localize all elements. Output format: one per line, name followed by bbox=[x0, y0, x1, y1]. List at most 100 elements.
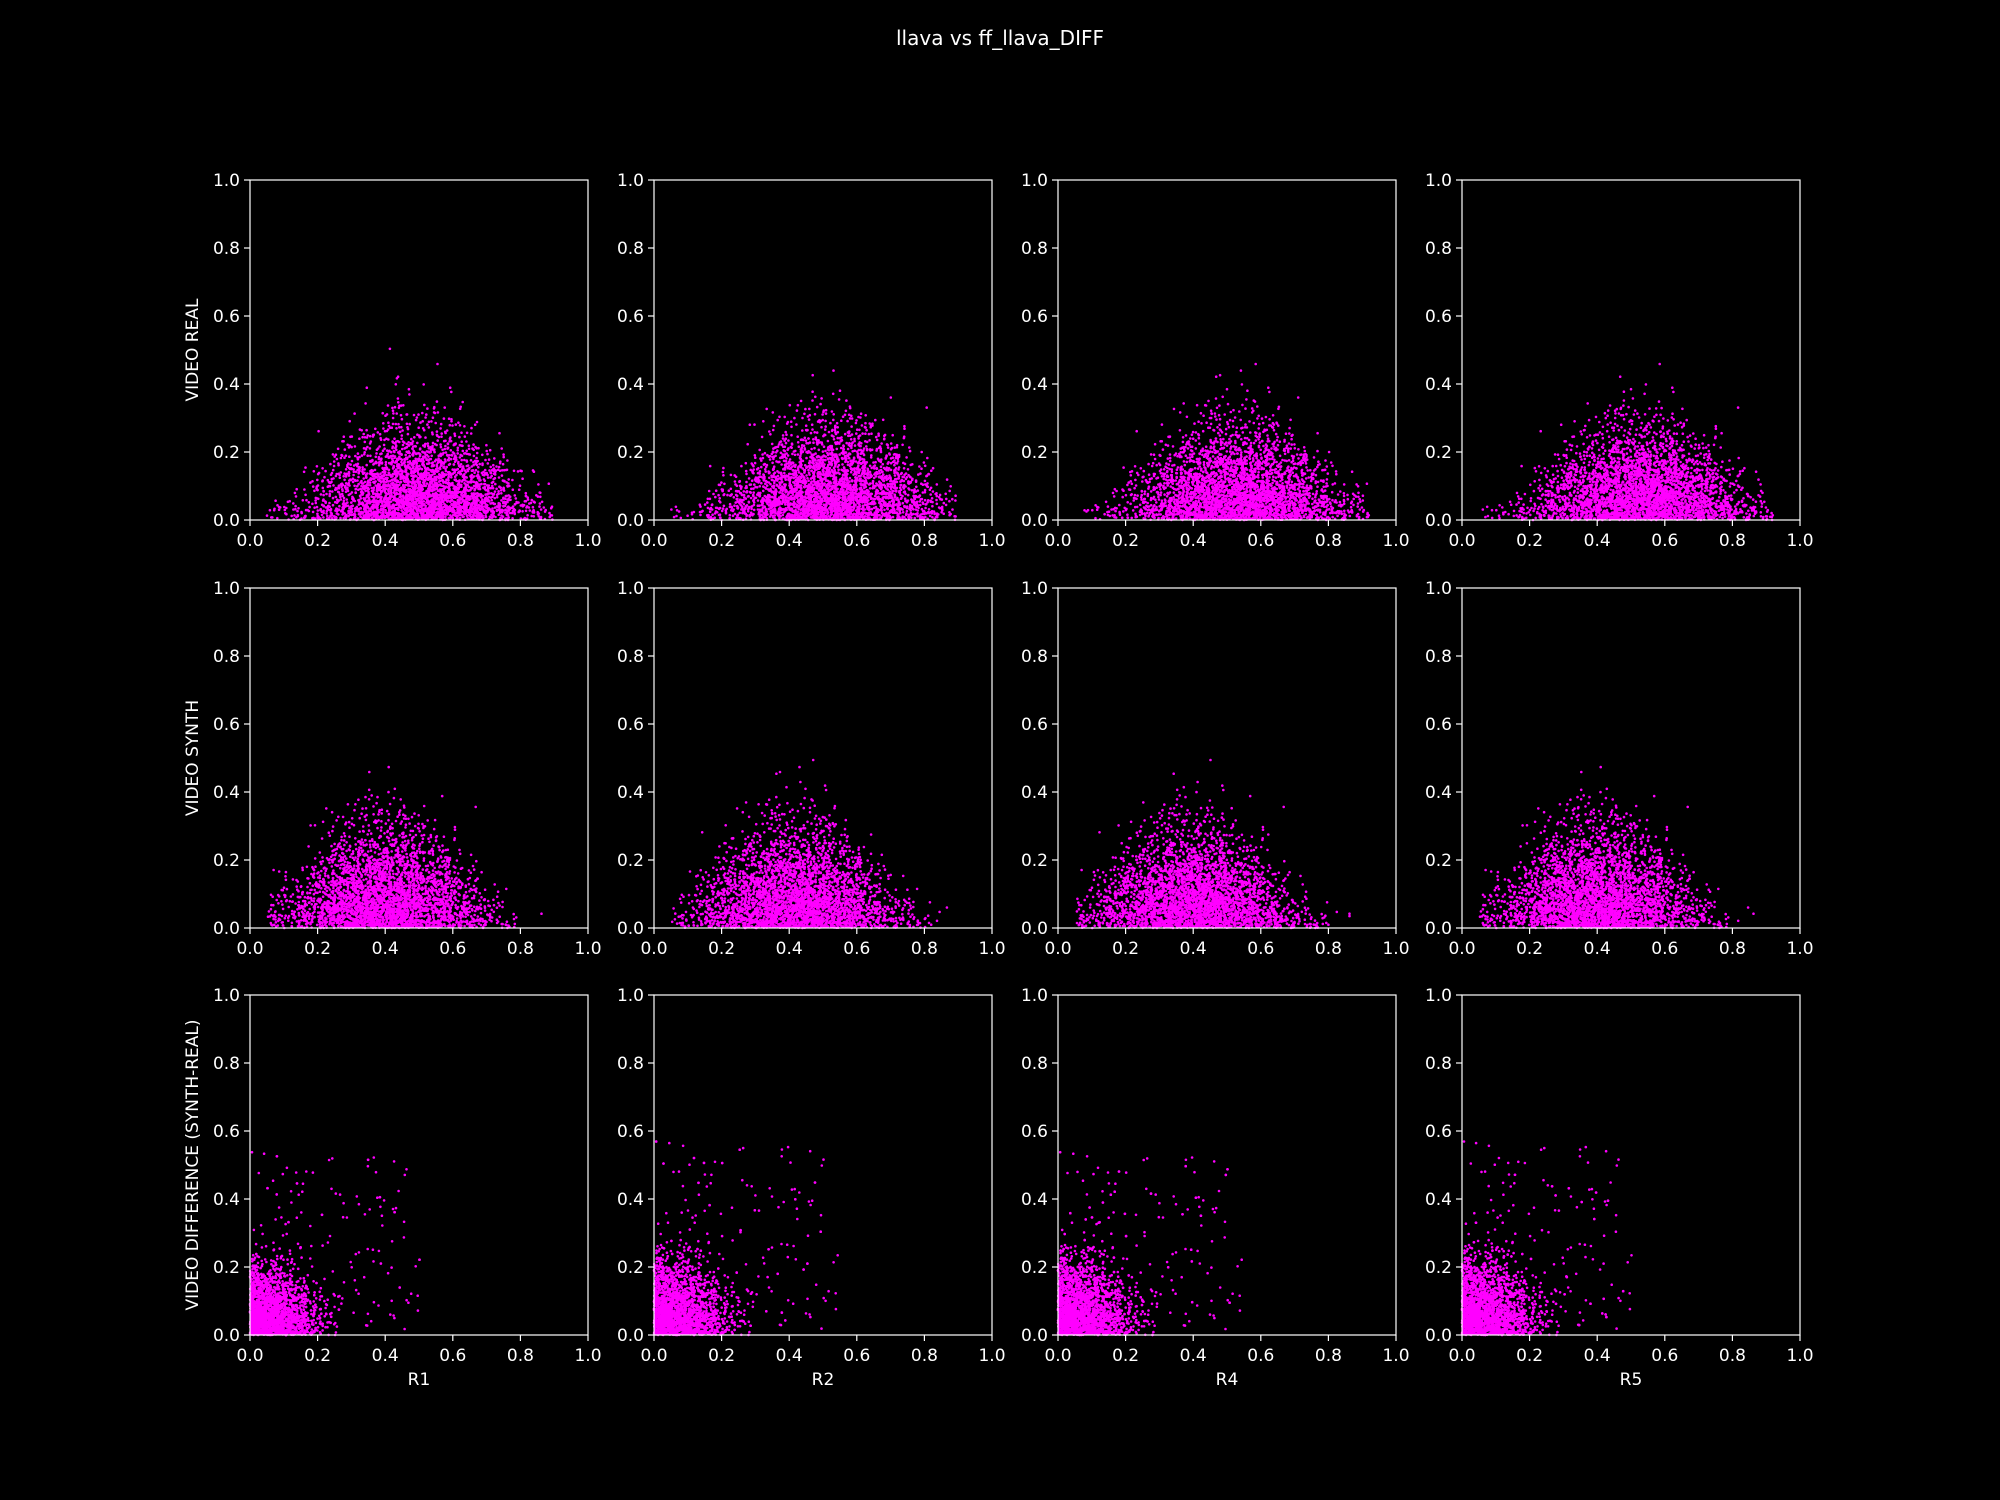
data-point bbox=[532, 470, 536, 474]
data-point bbox=[400, 516, 404, 520]
data-point bbox=[452, 487, 456, 490]
data-point bbox=[387, 456, 391, 459]
data-point bbox=[384, 414, 387, 418]
data-point bbox=[415, 465, 418, 469]
data-point bbox=[456, 508, 459, 511]
data-point bbox=[413, 502, 416, 506]
data-point bbox=[824, 425, 827, 428]
data-point bbox=[383, 470, 387, 474]
data-point bbox=[393, 405, 397, 409]
data-point bbox=[437, 454, 441, 458]
data-point bbox=[526, 514, 529, 517]
data-point bbox=[392, 472, 396, 476]
data-point bbox=[494, 469, 498, 472]
data-point bbox=[486, 504, 489, 507]
data-point bbox=[364, 489, 367, 493]
data-point bbox=[339, 456, 343, 460]
data-point bbox=[473, 423, 477, 427]
data-point bbox=[427, 459, 430, 462]
data-point bbox=[311, 502, 314, 506]
data-point bbox=[399, 495, 402, 499]
y-tick-label: 0.0 bbox=[213, 511, 240, 531]
data-point bbox=[778, 483, 782, 487]
data-point bbox=[435, 475, 439, 479]
data-point bbox=[500, 474, 504, 477]
data-point bbox=[884, 456, 888, 460]
panel-grid: 0.00.00.20.20.40.40.60.60.80.81.01.0VIDE… bbox=[183, 171, 1814, 1390]
data-point bbox=[386, 404, 390, 407]
data-point bbox=[317, 429, 320, 433]
data-point bbox=[453, 509, 456, 512]
data-point bbox=[723, 482, 726, 486]
data-point bbox=[397, 422, 400, 426]
data-point bbox=[457, 481, 461, 484]
data-point bbox=[537, 483, 540, 486]
data-point bbox=[445, 507, 449, 510]
data-point bbox=[357, 475, 360, 479]
data-point bbox=[429, 510, 433, 513]
data-point bbox=[349, 435, 352, 439]
data-point bbox=[434, 491, 438, 495]
data-point bbox=[430, 420, 433, 423]
data-point bbox=[787, 472, 791, 476]
data-point bbox=[729, 473, 733, 477]
data-point bbox=[411, 480, 415, 483]
data-point bbox=[409, 480, 412, 484]
data-point bbox=[315, 505, 319, 509]
data-point bbox=[414, 493, 418, 496]
data-point bbox=[747, 477, 751, 480]
data-point bbox=[864, 414, 867, 417]
data-point bbox=[342, 501, 346, 505]
data-point bbox=[491, 484, 494, 488]
data-point bbox=[470, 506, 473, 510]
data-point bbox=[370, 514, 373, 517]
data-point bbox=[375, 503, 378, 506]
data-point bbox=[296, 509, 299, 513]
data-point bbox=[923, 479, 927, 483]
data-point bbox=[382, 474, 386, 478]
data-point bbox=[721, 470, 725, 474]
data-point bbox=[488, 469, 491, 472]
data-point bbox=[469, 513, 472, 516]
data-point bbox=[456, 467, 460, 471]
data-point bbox=[465, 459, 469, 462]
data-point bbox=[387, 471, 391, 475]
data-point bbox=[464, 470, 468, 474]
data-point bbox=[317, 497, 320, 501]
data-point bbox=[458, 456, 462, 459]
data-point bbox=[836, 426, 839, 429]
data-point bbox=[322, 516, 325, 519]
data-point bbox=[471, 447, 474, 450]
data-point bbox=[365, 436, 369, 439]
data-point bbox=[386, 515, 389, 518]
data-point bbox=[844, 409, 848, 413]
data-point bbox=[455, 511, 459, 515]
data-point bbox=[395, 516, 399, 520]
data-point bbox=[498, 469, 502, 473]
data-point bbox=[317, 471, 321, 475]
data-point bbox=[920, 450, 923, 454]
data-point bbox=[295, 516, 298, 519]
data-point bbox=[954, 494, 957, 498]
x-tick-label: 0.2 bbox=[304, 531, 331, 551]
y-tick-label: 0.8 bbox=[213, 239, 240, 259]
data-point bbox=[443, 502, 446, 506]
data-point bbox=[538, 502, 542, 505]
data-point bbox=[507, 482, 510, 485]
data-point bbox=[404, 490, 407, 494]
data-point bbox=[371, 499, 374, 503]
data-point bbox=[398, 450, 402, 453]
data-point bbox=[507, 478, 511, 481]
data-point bbox=[718, 516, 722, 519]
data-point bbox=[339, 495, 342, 499]
data-point bbox=[813, 446, 816, 450]
data-point bbox=[436, 489, 440, 493]
data-point bbox=[919, 503, 922, 507]
data-point bbox=[470, 469, 474, 473]
data-point bbox=[502, 455, 506, 459]
data-point bbox=[476, 459, 480, 463]
data-point bbox=[369, 454, 372, 458]
data-point bbox=[732, 496, 736, 499]
data-point bbox=[472, 484, 476, 488]
data-point bbox=[872, 497, 875, 501]
